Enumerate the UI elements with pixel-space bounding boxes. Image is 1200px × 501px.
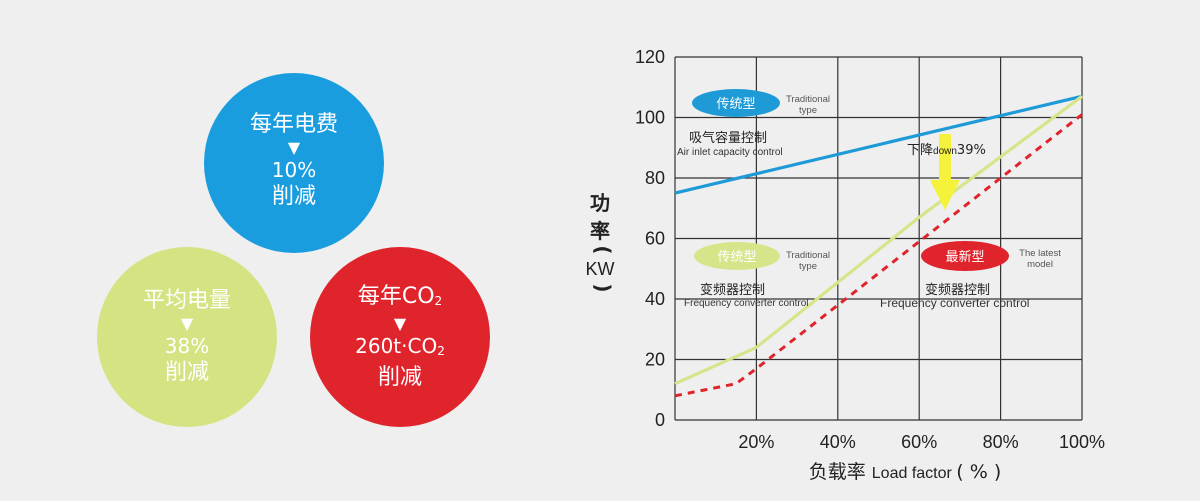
latest-model-en: model (1027, 259, 1053, 270)
y-tick-label: 120 (635, 47, 665, 67)
bubble-note: 削减 (271, 184, 316, 209)
vfd-label: 变频器控制 (700, 282, 765, 298)
down-triangle-icon: ▼ (393, 313, 407, 333)
latest-model-en: The latest (1019, 248, 1061, 259)
y-tick-label: 80 (645, 168, 665, 188)
traditional-type-label: 传统型 (717, 250, 756, 265)
series-line-2 (674, 95, 1083, 386)
y-axis-label: 率 (590, 219, 610, 243)
bubble-value: 10% (271, 158, 317, 182)
bubble-value: 38% (164, 334, 210, 358)
traditional-type-en: Traditional (786, 94, 830, 105)
x-tick-label: 20% (738, 432, 774, 452)
x-axis-label: 负载率 Load factor ( % ) (809, 461, 1002, 483)
bubble-value: 260t·CO2 (355, 333, 445, 358)
x-tick-label: 40% (820, 432, 856, 452)
bubble-note: 削减 (164, 360, 209, 385)
down-arrow-icon (939, 134, 951, 182)
traditional-type-oval-green (694, 242, 780, 270)
traditional-type-en: Traditional (786, 250, 830, 261)
latest-model-label: 最新型 (945, 249, 984, 265)
traditional-type-label: 传统型 (716, 97, 755, 112)
bubble-average-power: 平均电量 ▼ 38% 削减 (97, 247, 277, 427)
down-arrow-head-icon (930, 180, 960, 210)
y-tick-label: 60 (645, 229, 665, 249)
traditional-type-en: type (799, 261, 817, 272)
latest-model-oval (921, 241, 1009, 271)
down-triangle-icon: ▼ (287, 138, 301, 157)
traditional-type-en: type (799, 105, 817, 116)
y-tick-label: 0 (655, 410, 665, 430)
vfd-label: 变频器控制 (925, 282, 990, 298)
y-tick-label: 20 (645, 350, 665, 370)
bubble-co2: 每年CO2 ▼ 260t·CO2 削减 (310, 247, 490, 427)
air-inlet-en-label: Air inlet capacity control (677, 147, 783, 158)
x-tick-label: 60% (901, 432, 937, 452)
x-tick-label: 80% (983, 432, 1019, 452)
y-tick-label: 40 (645, 289, 665, 309)
y-tick-label: 100 (635, 108, 665, 128)
bubble-title: 每年电费 (249, 112, 338, 137)
air-inlet-label: 吸气容量控制 (689, 130, 767, 146)
traditional-type-oval (692, 89, 780, 117)
down-triangle-icon: ▼ (180, 314, 194, 333)
series-line-3 (674, 113, 1083, 398)
vfd-en-label: Frequency converter control (880, 296, 1029, 310)
bubble-title: 每年CO2 (357, 283, 443, 309)
y-axis-label: ) (591, 283, 615, 292)
bubble-title: 平均电量 (142, 288, 231, 313)
vfd-en-label: Frequency converter control (684, 298, 809, 309)
bubble-electricity-cost: 每年电费 ▼ 10% 削减 (204, 73, 384, 253)
y-axis-label: KW (586, 259, 615, 279)
y-axis-label: ( (591, 245, 615, 254)
bubble-note: 削减 (377, 364, 422, 390)
x-tick-label: 100% (1059, 432, 1105, 452)
y-axis-label: 功 (590, 191, 610, 215)
reduction-label: 下降down39% (907, 143, 986, 158)
series-line-1 (674, 94, 1083, 195)
